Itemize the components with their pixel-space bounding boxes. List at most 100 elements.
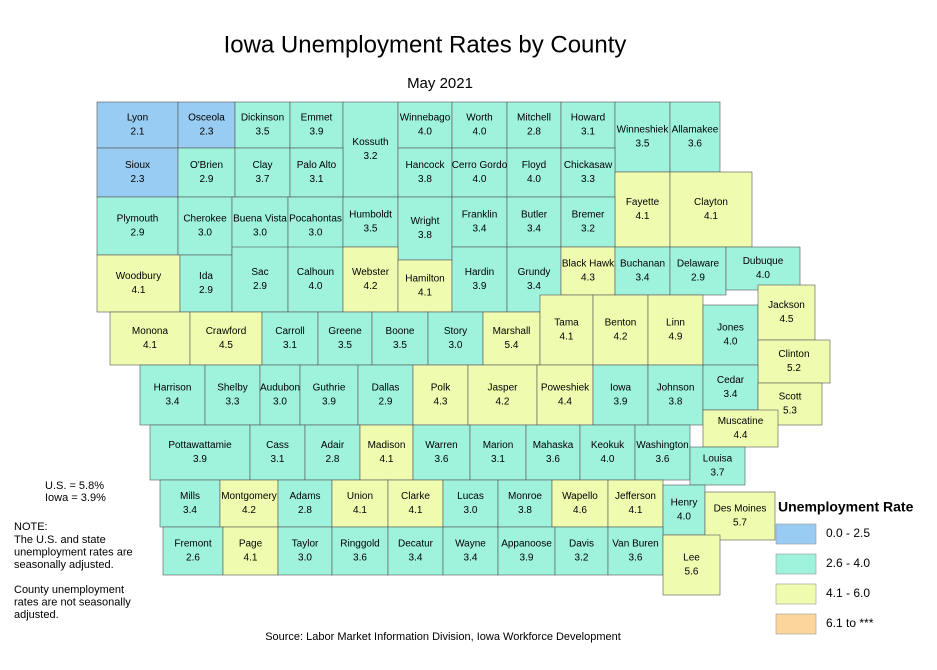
- county-name: Mitchell: [517, 113, 551, 124]
- county: [177, 196, 233, 256]
- county: [669, 101, 721, 173]
- county: [387, 479, 444, 528]
- county: [109, 311, 191, 366]
- county: [607, 479, 664, 528]
- county-name: Woodbury: [116, 271, 161, 282]
- county-rate: 3.8: [669, 397, 683, 408]
- county-name: Scott: [779, 392, 802, 403]
- county-rate: 3.9: [614, 397, 628, 408]
- county-name: Davis: [569, 539, 594, 550]
- county-name: Winneshiek: [617, 125, 670, 136]
- county: [506, 147, 562, 198]
- county-name: Henry: [671, 498, 698, 509]
- county-rate: 2.9: [379, 397, 393, 408]
- county-rate: 3.8: [518, 505, 532, 516]
- county-name: Mills: [180, 491, 200, 502]
- county-rate: 3.4: [473, 224, 487, 235]
- county-name: Fayette: [626, 197, 660, 208]
- county-name: Hamilton: [405, 274, 444, 285]
- county-rate: 3.4: [166, 397, 180, 408]
- county-name: Buena Vista: [233, 214, 287, 225]
- county: [304, 424, 361, 481]
- county-rate: 2.6: [186, 553, 200, 564]
- county-name: Hardin: [465, 267, 494, 278]
- county-rate: 4.1: [143, 340, 157, 351]
- county-rate: 3.2: [575, 553, 589, 564]
- county: [96, 196, 179, 256]
- county-rate: 5.3: [783, 406, 797, 417]
- title: Iowa Unemployment Rates by County: [224, 31, 627, 58]
- county: [451, 101, 508, 149]
- county: [219, 479, 279, 528]
- county-rate: 3.4: [527, 224, 541, 235]
- county: [289, 147, 344, 198]
- legend-label: 6.1 to ***: [826, 616, 874, 630]
- county-name: O'Brien: [190, 160, 223, 171]
- county-rate: 4.1: [244, 553, 258, 564]
- county-name: Emmet: [301, 113, 333, 124]
- county: [412, 364, 469, 426]
- county-name: Ringgold: [340, 539, 379, 550]
- county: [451, 147, 508, 198]
- county: [342, 101, 399, 198]
- county: [614, 171, 671, 248]
- county-name: Shelby: [217, 383, 248, 394]
- county-rate: 3.8: [418, 230, 432, 241]
- county-rate: 5.4: [505, 340, 519, 351]
- county-rate: 3.4: [527, 281, 541, 292]
- county: [387, 526, 444, 576]
- county-name: Palo Alto: [297, 160, 337, 171]
- county-name: Lee: [683, 553, 700, 564]
- county-rate: 4.5: [219, 340, 233, 351]
- county: [277, 479, 333, 528]
- county-rate: 4.2: [614, 332, 628, 343]
- county-name: Jones: [717, 323, 744, 334]
- county-name: Osceola: [188, 113, 225, 124]
- county-rate: 2.9: [253, 281, 267, 292]
- county: [289, 101, 344, 149]
- county-name: Guthrie: [313, 383, 346, 394]
- county: [560, 147, 616, 198]
- county: [427, 311, 484, 366]
- county-rate: 3.6: [435, 454, 449, 465]
- county: [249, 424, 306, 481]
- county-name: Chickasaw: [564, 160, 613, 171]
- county: [579, 424, 636, 481]
- county-rate: 4.1: [353, 505, 367, 516]
- legend-label: 4.1 - 6.0: [826, 586, 870, 600]
- county-name: Audubon: [260, 383, 300, 394]
- county: [702, 409, 779, 448]
- county-rate: 2.9: [200, 174, 214, 185]
- county-name: Cerro Gordo: [452, 160, 508, 171]
- county-rate: 4.1: [704, 211, 718, 222]
- county-name: Ida: [199, 271, 213, 282]
- county-rate: 4.9: [669, 332, 683, 343]
- county-name: Lyon: [127, 113, 148, 124]
- note-line: unemployment rates are: [14, 546, 133, 558]
- county: [357, 364, 414, 426]
- county-name: Marshall: [493, 326, 531, 337]
- county: [177, 101, 236, 149]
- county-name: Delaware: [677, 259, 720, 270]
- county: [689, 446, 746, 486]
- county-name: Dallas: [372, 383, 400, 394]
- county-name: Muscatine: [718, 416, 764, 427]
- county-name: Poweshiek: [541, 383, 590, 394]
- county-rate: 4.2: [496, 397, 510, 408]
- county-name: Butler: [521, 210, 548, 221]
- county-name: Tama: [554, 318, 579, 329]
- note-line: adjusted.: [14, 609, 59, 621]
- county: [725, 246, 801, 291]
- county: [259, 364, 301, 426]
- county-rate: 3.9: [520, 553, 534, 564]
- county-name: Jefferson: [615, 491, 656, 502]
- county-name: Winnebago: [400, 113, 451, 124]
- county-name: Monroe: [508, 491, 542, 502]
- county-rate: 3.6: [688, 139, 702, 150]
- county: [607, 526, 664, 576]
- county-rate: 2.8: [527, 127, 541, 138]
- county-name: Warren: [425, 440, 457, 451]
- county-rate: 3.4: [464, 553, 478, 564]
- county: [560, 246, 616, 296]
- county-rate: 3.2: [364, 151, 378, 162]
